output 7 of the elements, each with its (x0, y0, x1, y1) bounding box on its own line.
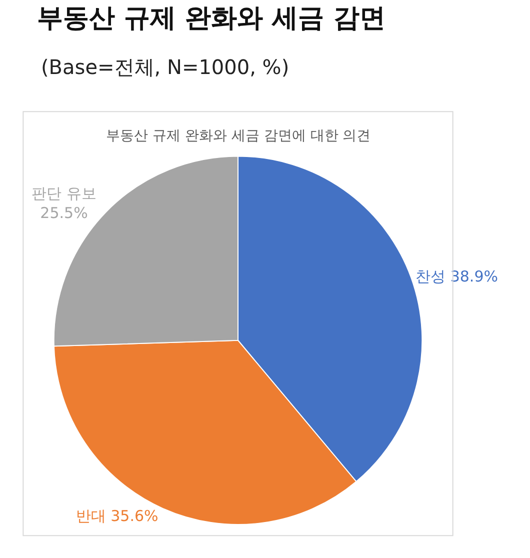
chart-subtitle: (Base=전체, N=1000, %) (41, 55, 290, 79)
chart-title: 부동산 규제 완화와 세금 감면 (37, 4, 386, 34)
text: 부동산 규제 완화와 세금 감면에 대한 의견 (106, 128, 371, 144)
slice-label: 반대 35.6% (76, 506, 158, 525)
slice-label: 판단 유보 (32, 184, 96, 202)
slice-label: 찬성 38.9% (416, 267, 498, 286)
data-label: 25.5% (40, 204, 88, 222)
